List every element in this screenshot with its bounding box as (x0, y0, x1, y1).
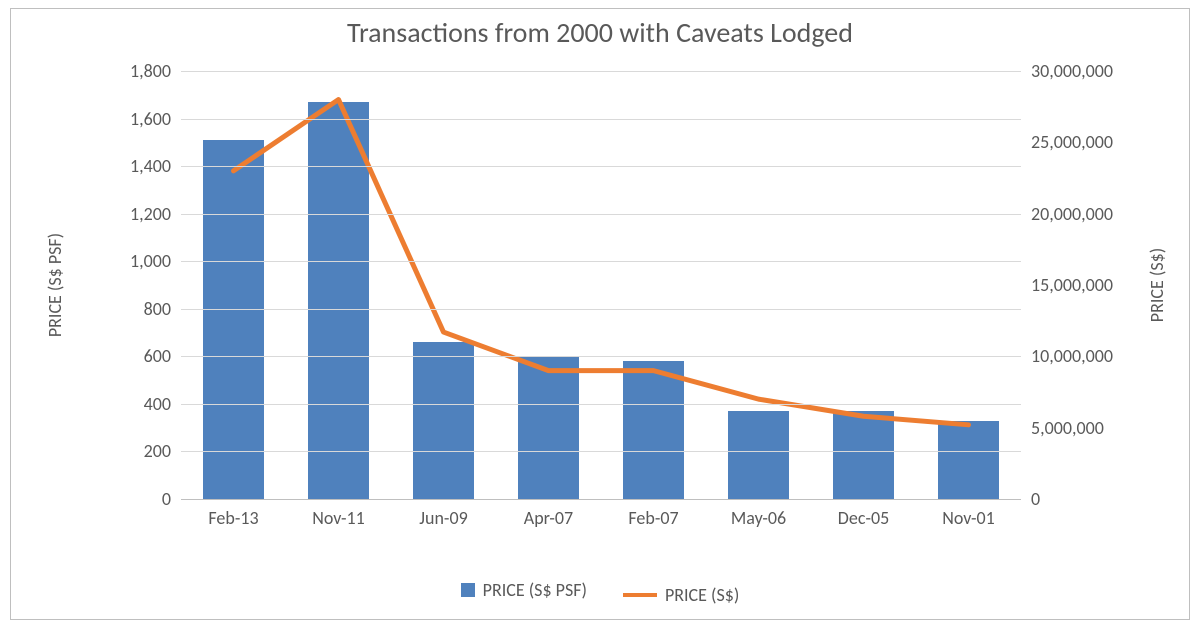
plot-area: 02004006008001,0001,2001,4001,6001,80005… (181, 71, 1021, 499)
y-left-tick-label: 1,600 (130, 108, 171, 130)
gridline (181, 356, 1021, 357)
y-left-tick-label: 1,000 (130, 250, 171, 272)
y-left-tick-label: 600 (144, 345, 171, 367)
gridline (181, 214, 1021, 215)
x-tick-label: Dec-05 (811, 507, 916, 529)
gridline (181, 404, 1021, 405)
legend-label: PRICE (S$ PSF) (483, 579, 587, 601)
y-right-tick-label: 10,000,000 (1031, 345, 1113, 367)
y-right-tick-label: 20,000,000 (1031, 203, 1113, 225)
chart-frame: Transactions from 2000 with Caveats Lodg… (10, 8, 1190, 620)
x-tick-label: Jun-09 (391, 507, 496, 529)
x-tick-label: Nov-01 (916, 507, 1021, 529)
legend-label: PRICE (S$) (665, 584, 739, 606)
y-right-tick-label: 30,000,000 (1031, 60, 1113, 82)
y-left-tick-label: 1,400 (130, 155, 171, 177)
legend: PRICE (S$ PSF) PRICE (S$) (11, 579, 1189, 606)
y-left-tick-label: 200 (144, 440, 171, 462)
y-axis-right-title: PRICE (S$) (1146, 248, 1168, 322)
y-left-tick-label: 1,800 (130, 60, 171, 82)
legend-swatch-bar-icon (461, 583, 475, 597)
y-right-tick-label: 15,000,000 (1031, 274, 1113, 296)
x-tick-label: May-06 (706, 507, 811, 529)
y-right-tick-label: 25,000,000 (1031, 131, 1113, 153)
x-tick-label: Feb-07 (601, 507, 706, 529)
legend-swatch-line-icon (623, 593, 657, 597)
y-left-tick-label: 0 (162, 488, 171, 510)
y-left-tick-label: 400 (144, 393, 171, 415)
x-tick-label: Apr-07 (496, 507, 601, 529)
x-tick-label: Nov-11 (286, 507, 391, 529)
y-right-tick-label: 5,000,000 (1031, 417, 1104, 439)
x-tick-label: Feb-13 (181, 507, 286, 529)
gridline (181, 309, 1021, 310)
legend-item: PRICE (S$ PSF) (461, 579, 587, 601)
chart-title: Transactions from 2000 with Caveats Lodg… (11, 15, 1189, 50)
gridline (181, 166, 1021, 167)
y-left-tick-label: 800 (144, 298, 171, 320)
gridline (181, 261, 1021, 262)
legend-item: PRICE (S$) (623, 584, 739, 606)
gridline (181, 451, 1021, 452)
line-layer (181, 71, 1021, 499)
gridline (181, 71, 1021, 72)
x-axis-line (181, 499, 1021, 500)
y-left-tick-label: 1,200 (130, 203, 171, 225)
y-right-tick-label: 0 (1031, 488, 1040, 510)
gridline (181, 119, 1021, 120)
y-axis-left-title: PRICE (S$ PSF) (44, 233, 66, 337)
